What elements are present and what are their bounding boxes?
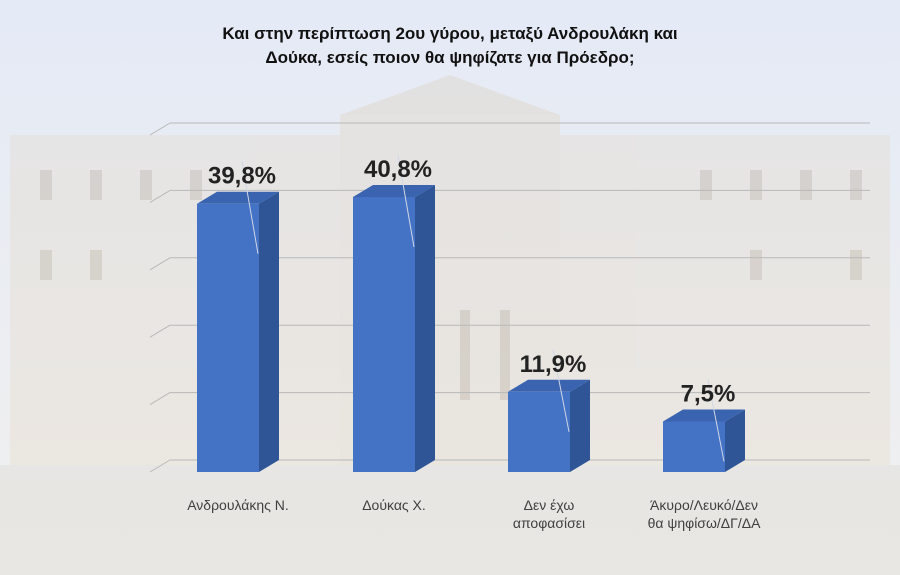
category-label: Ανδρουλάκης Ν.	[187, 497, 289, 513]
bar-side	[415, 185, 435, 472]
leader-line	[552, 349, 570, 432]
category-label: αποφασίσει	[513, 515, 585, 531]
data-label: 40,8%	[364, 156, 432, 183]
bar-top	[197, 191, 279, 204]
gridline-depth	[149, 189, 171, 203]
bar	[197, 203, 259, 473]
bar-top	[663, 409, 745, 422]
chart-title-line-2: Δούκα, εσείς ποιον θα ψηφίζατε για Πρόεδ…	[265, 48, 635, 67]
bar-top	[353, 185, 435, 198]
chart-title-line-1: Και στην περίπτωση 2ου γύρου, μεταξύ Ανδ…	[222, 24, 678, 43]
leader-line	[707, 379, 725, 462]
gridline-depth	[149, 392, 171, 406]
bar-side	[259, 191, 279, 473]
category-label: Δεν έχω	[524, 497, 575, 513]
bar-side	[725, 409, 745, 472]
gridline-depth	[149, 459, 171, 473]
leader-line	[241, 161, 259, 254]
gridline-depth	[149, 324, 171, 338]
chart-title: Και στην περίπτωση 2ου γύρου, μεταξύ Ανδ…	[100, 22, 800, 70]
bar	[508, 391, 570, 472]
bar-top	[508, 379, 590, 392]
category-label: θα ψηφίσω/ΔΓ/ΔΑ	[648, 515, 761, 531]
category-label: Άκυρο/Λευκό/Δεν	[650, 497, 758, 513]
bar	[663, 421, 725, 472]
category-label: Δούκας Χ.	[362, 497, 426, 513]
data-label: 11,9%	[520, 351, 587, 378]
bar-side	[570, 379, 590, 472]
data-label: 39,8%	[208, 163, 276, 190]
data-label: 7,5%	[681, 380, 736, 407]
gridline-depth	[149, 257, 171, 271]
leader-line	[397, 154, 415, 248]
gridline-depth	[149, 122, 171, 136]
bar	[353, 197, 415, 472]
